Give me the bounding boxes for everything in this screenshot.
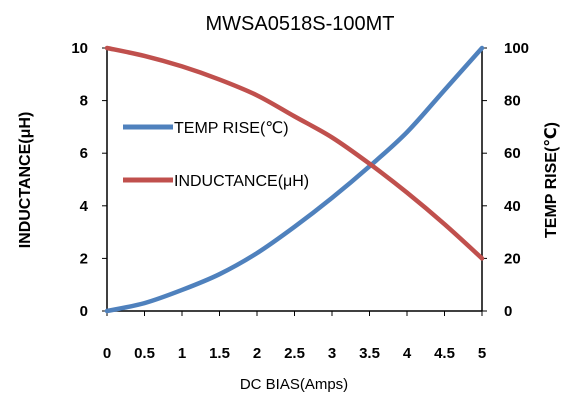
x-tick-label: 4: [403, 345, 412, 362]
x-tick-label: 0.5: [134, 345, 155, 362]
x-tick-label: 5: [478, 345, 486, 362]
chart-title: MWSA0518S-100MT: [206, 13, 395, 35]
y2-axis-label: TEMP RISE(℃): [543, 122, 560, 238]
y-tick-label: 2: [80, 250, 88, 267]
y-tick-label: 10: [71, 40, 88, 57]
y-tick-label: 6: [80, 145, 88, 162]
x-tick-label: 3: [328, 345, 336, 362]
y2-tick-label: 20: [504, 250, 521, 267]
y2-tick-label: 40: [504, 198, 521, 215]
x-tick-label: 1.5: [209, 345, 230, 362]
y-tick-label: 0: [80, 303, 88, 320]
temp-rise-line: [104, 45, 485, 314]
inductance-line: [104, 45, 485, 261]
legend-label-temp-rise: TEMP RISE(℃): [174, 120, 289, 137]
x-tick-label: 2.5: [284, 345, 305, 362]
series-group: [104, 45, 485, 314]
x-tick-label: 0: [103, 345, 111, 362]
y2-tick-label: 80: [504, 93, 521, 110]
x-tick-label: 3.5: [359, 345, 380, 362]
y2-tick-label: 100: [504, 40, 529, 57]
legend-label-inductance: INDUCTANCE(μH): [174, 173, 309, 190]
y2-tick-label: 0: [504, 303, 512, 320]
y-tick-label: 4: [80, 198, 89, 215]
x-axis-label: DC BIAS(Amps): [240, 376, 348, 393]
x-tick-label: 1: [178, 345, 186, 362]
x-tick-label: 2: [253, 345, 261, 362]
y2-tick-label: 60: [504, 145, 521, 162]
y-tick-label: 8: [80, 93, 88, 110]
y-axis-label: INDUCTANCE(μH): [17, 112, 34, 249]
legend: TEMP RISE(℃) INDUCTANCE(μH): [123, 120, 309, 190]
x-tick-label: 4.5: [434, 345, 455, 362]
